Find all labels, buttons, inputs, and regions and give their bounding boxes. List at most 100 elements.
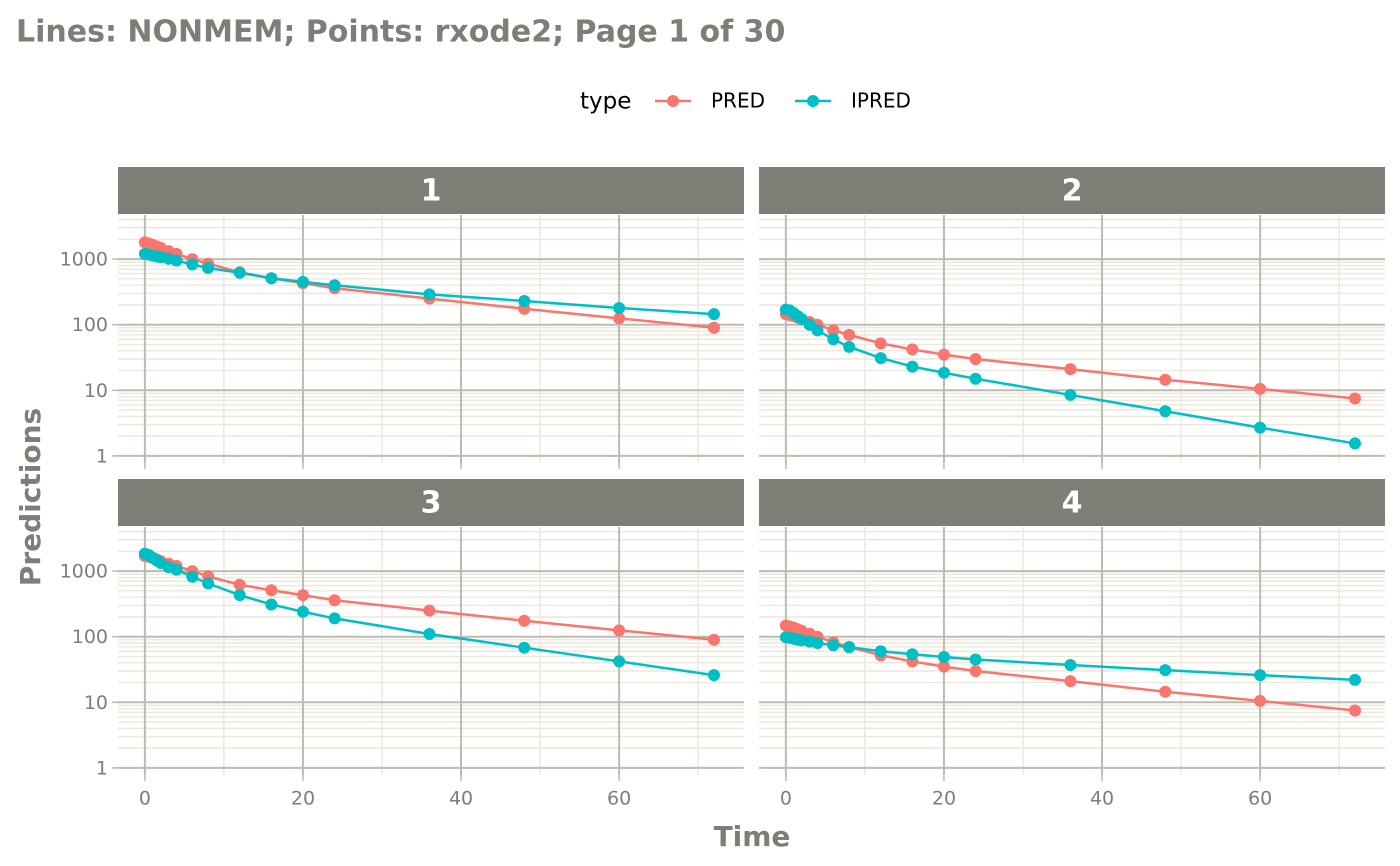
legend-label: IPRED: [851, 89, 911, 113]
data-point: [202, 262, 215, 275]
data-point: [423, 604, 436, 617]
x-tick-label: 40: [449, 788, 473, 810]
data-point: [906, 343, 919, 356]
data-point: [170, 254, 183, 267]
data-point: [202, 577, 215, 590]
y-tick-label: 1000: [60, 561, 108, 583]
data-point: [906, 360, 919, 373]
data-point: [1159, 685, 1172, 698]
data-point: [1064, 388, 1077, 401]
data-point: [328, 279, 341, 292]
y-tick-label: 10: [84, 692, 108, 714]
legend-swatch-point: [807, 95, 819, 107]
data-point: [265, 584, 278, 597]
data-point: [1064, 363, 1077, 376]
data-point: [827, 324, 840, 337]
strip: [759, 167, 1385, 214]
strip: [759, 479, 1385, 526]
data-point: [827, 333, 840, 346]
data-point: [937, 348, 950, 361]
y-tick-label: 1: [96, 757, 108, 779]
data-point: [969, 665, 982, 678]
data-point: [233, 578, 246, 591]
y-axis-label: Predictions: [14, 408, 47, 586]
data-point: [707, 633, 720, 646]
strip-label: 1: [421, 174, 442, 209]
data-point: [265, 598, 278, 611]
strip: [118, 479, 744, 526]
data-point: [937, 651, 950, 664]
data-point: [518, 614, 531, 627]
data-point: [296, 589, 309, 602]
strip-label: 3: [421, 486, 442, 521]
data-point: [613, 301, 626, 314]
data-point: [328, 612, 341, 625]
data-point: [937, 366, 950, 379]
data-point: [707, 669, 720, 682]
data-point: [186, 570, 199, 583]
x-axis-label: Time: [714, 820, 791, 853]
data-point: [843, 328, 856, 341]
data-point: [811, 324, 824, 337]
strip-label: 4: [1062, 486, 1083, 521]
data-point: [843, 641, 856, 654]
data-point: [613, 624, 626, 637]
data-point: [423, 288, 436, 301]
x-tick-label: 0: [139, 788, 151, 810]
x-tick-label: 20: [291, 788, 315, 810]
data-point: [518, 294, 531, 307]
y-tick-label: 1: [96, 445, 108, 467]
data-point: [1348, 437, 1361, 450]
chart-title: Lines: NONMEM; Points: rxode2; Page 1 of…: [16, 15, 785, 50]
data-point: [233, 589, 246, 602]
data-point: [1254, 421, 1267, 434]
data-point: [1064, 659, 1077, 672]
data-point: [811, 637, 824, 650]
legend-title: type: [580, 89, 631, 115]
data-point: [874, 645, 887, 658]
data-point: [1348, 392, 1361, 405]
data-point: [423, 627, 436, 640]
x-tick-label: 60: [1248, 788, 1272, 810]
data-point: [233, 266, 246, 279]
data-point: [874, 337, 887, 350]
data-point: [328, 594, 341, 607]
data-point: [906, 648, 919, 661]
data-point: [707, 308, 720, 321]
data-point: [296, 275, 309, 288]
data-point: [613, 655, 626, 668]
x-tick-label: 20: [932, 788, 956, 810]
data-point: [170, 563, 183, 576]
data-point: [843, 340, 856, 353]
data-point: [937, 660, 950, 673]
data-point: [969, 353, 982, 366]
data-point: [1254, 694, 1267, 707]
data-point: [1159, 373, 1172, 386]
x-tick-label: 60: [607, 788, 631, 810]
data-point: [1348, 704, 1361, 717]
data-point: [613, 312, 626, 325]
legend-swatch-point: [667, 95, 679, 107]
x-tick-label: 0: [780, 788, 792, 810]
data-point: [265, 272, 278, 285]
data-point: [707, 321, 720, 334]
y-tick-label: 10: [84, 380, 108, 402]
data-point: [186, 258, 199, 271]
strip: [118, 167, 744, 214]
data-point: [1159, 405, 1172, 418]
x-tick-label: 40: [1090, 788, 1114, 810]
data-point: [518, 641, 531, 654]
data-point: [1064, 675, 1077, 688]
strip-label: 2: [1062, 174, 1083, 209]
data-point: [1159, 664, 1172, 677]
data-point: [827, 639, 840, 652]
y-tick-label: 100: [72, 314, 108, 336]
data-point: [969, 372, 982, 385]
data-point: [1348, 673, 1361, 686]
data-point: [296, 605, 309, 618]
data-point: [874, 352, 887, 365]
data-point: [969, 653, 982, 666]
y-tick-label: 1000: [60, 249, 108, 271]
